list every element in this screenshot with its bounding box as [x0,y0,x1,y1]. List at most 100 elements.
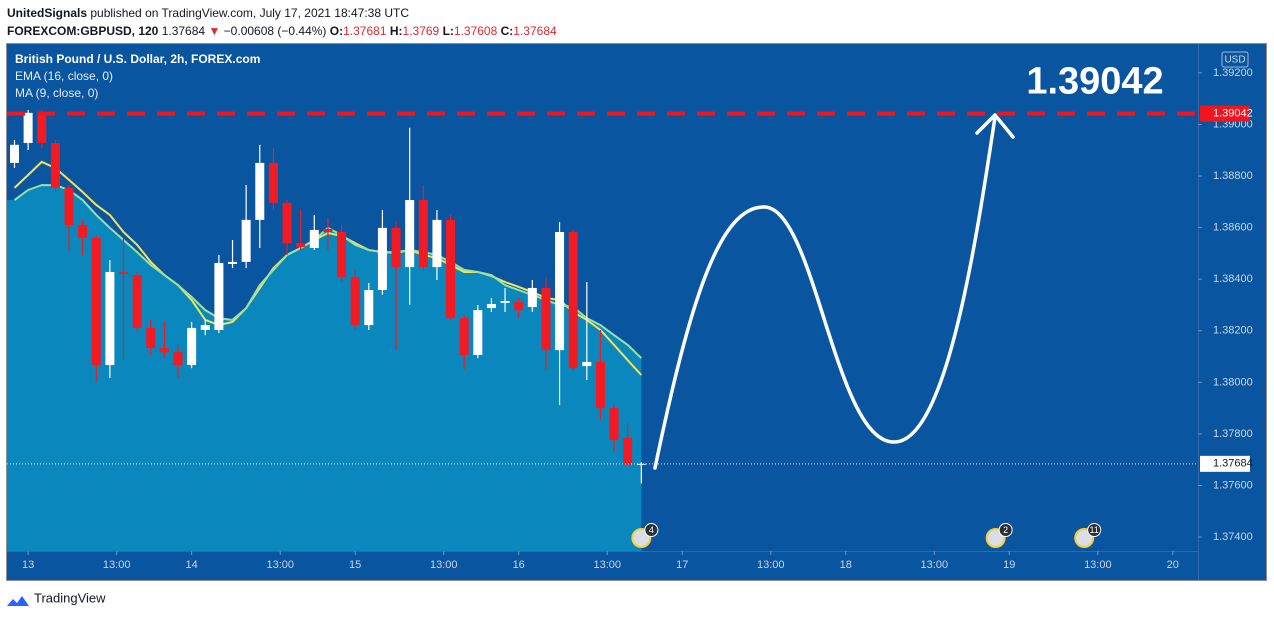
level-tag-label: 1.39042 [1213,108,1253,120]
y-tick-label: 1.39200 [1213,67,1253,79]
candle-body [9,144,19,163]
direction: ▼ [208,24,221,38]
x-tick-label: 13:00 [757,559,785,571]
candle-body [50,143,60,188]
x-tick-label: 20 [1167,559,1179,571]
candle-body [228,261,238,264]
candle-body [214,262,224,330]
legend-title: British Pound / U.S. Dollar, 2h, FOREX.c… [15,52,260,66]
symbol: FOREXCOM:GBPUSD, 120 [7,24,159,38]
candle-body [37,112,47,144]
candle-body [91,237,101,366]
x-tick-label: 13:00 [103,559,131,571]
event-badge [644,523,659,537]
price-tag-label: 1.37684 [1213,458,1253,470]
candle-body [541,287,551,351]
y-tick-label: 1.37400 [1213,531,1253,543]
candle-body [446,219,456,319]
candle-body [159,348,169,353]
projection-arrow [975,113,1015,139]
candle-body [187,327,197,366]
candle-body [432,219,442,268]
projection-curve [653,115,997,470]
y-tick-label: 1.38200 [1213,325,1253,337]
candle-body [595,361,605,409]
header-line-1: UnitedSignals published on TradingView.c… [7,4,557,22]
candle-body [119,271,129,275]
candle-body [568,231,578,369]
last-price: 1.37684 [161,24,206,38]
projection [653,113,1015,470]
candle-body [309,229,319,248]
x-tick-label: 13:00 [1084,559,1112,571]
price-tag [1200,455,1250,472]
x-tick-label: 15 [349,559,361,571]
event-count: 4 [649,525,654,535]
x-tick-label: 13 [22,559,34,571]
c-value: 1.37684 [513,24,557,38]
l-label: L: [442,24,454,38]
x-tick-label: 19 [1003,559,1015,571]
c-label: C: [500,24,514,38]
h-value: 1.3769 [402,24,440,38]
candle-body [105,271,115,366]
l-value: 1.37608 [453,24,498,38]
candle-body [418,200,428,268]
event-badge [1087,523,1102,537]
candle-body [459,318,469,356]
candle-body [555,231,565,351]
level-tag [1200,105,1250,122]
candle-body [486,303,496,309]
event-count: 11 [1090,525,1099,535]
candle-body [527,287,537,308]
x-tick-label: 18 [840,559,852,571]
candle-body [377,227,387,291]
logo [7,596,29,606]
x-tick-label: 13:00 [594,559,622,571]
candle-body [173,352,183,366]
currency: USD [1224,55,1245,66]
footer-text: TradingView [34,590,106,605]
candle-body [241,219,251,262]
candle-body [391,227,401,268]
candle-body [323,228,333,232]
candle-body [405,200,415,268]
y-tick-label: 1.37600 [1213,479,1253,491]
candle-body [78,225,88,238]
y-tick-label: 1.39000 [1213,118,1253,130]
y-tick-label: 1.37800 [1213,428,1253,440]
candle-body [255,162,265,220]
candle-body [23,112,33,144]
currency-box [1221,51,1249,68]
candle-body [500,301,510,303]
candle-body [350,277,360,326]
candle-body [296,243,306,247]
published: published on TradingView.com, July 17, 2… [90,6,410,20]
candle-body [146,327,156,349]
x-tick-label: 13:00 [921,559,949,571]
x-tick-label: 17 [676,559,688,571]
x-tick-label: 16 [513,559,525,571]
candle-body [132,275,142,328]
x-tick-label: 13:00 [266,559,294,571]
footer-logo: TradingView [7,590,106,606]
o-value: 1.37681 [343,24,387,38]
x-tick-label: 13:00 [430,559,458,571]
o-label: O: [329,24,344,38]
change: −0.00608 (−0.44%) [223,24,327,38]
y-tick-label: 1.38400 [1213,273,1253,285]
candle-body [200,325,210,330]
candle-body [609,408,619,441]
legend-ema: EMA (16, close, 0) [15,69,113,83]
y-tick-label: 1.38000 [1213,376,1253,388]
h-label: H: [389,24,403,38]
author: UnitedSignals [7,6,88,20]
candle-body [64,187,74,226]
candle-body [582,361,592,367]
legend-ma: MA (9, close, 0) [15,86,98,100]
y-tick-label: 1.38600 [1213,222,1253,234]
y-tick-label: 1.38800 [1213,170,1253,182]
candle-body [364,290,374,326]
